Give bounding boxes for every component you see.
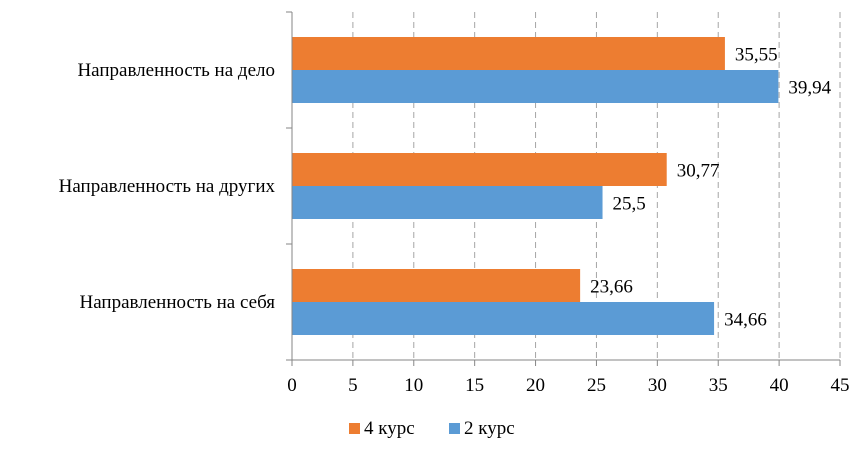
legend-swatch: [349, 423, 360, 434]
x-tick-label: 20: [526, 375, 545, 396]
data-label: 39,94: [788, 78, 831, 99]
bars: [292, 37, 779, 335]
legend-label: 4 курс: [364, 418, 415, 439]
bar-series-1: [292, 153, 667, 186]
bar-series-1: [292, 269, 581, 302]
data-labels: 35,55 39,94 30,77 25,5 23,66 34,66: [590, 45, 832, 331]
category-label: Направленность на дело: [77, 60, 275, 81]
bar-series-2: [292, 302, 715, 335]
legend-label: 2 курс: [464, 418, 515, 439]
x-tick-label: 30: [648, 375, 667, 396]
category-label: Направленность на других: [59, 176, 276, 197]
data-label: 23,66: [590, 277, 633, 298]
x-tick-label: 40: [770, 375, 789, 396]
x-tick-label: 45: [831, 375, 850, 396]
data-label: 34,66: [724, 310, 767, 331]
category-labels: Направленность на дело Направленность на …: [59, 60, 276, 313]
legend: 4 курс 2 курс: [349, 418, 515, 439]
data-label: 35,55: [735, 45, 778, 66]
x-tick-label: 10: [404, 375, 423, 396]
bar-series-1: [292, 37, 725, 70]
category-label: Направленность на себя: [80, 292, 276, 313]
bar-series-2: [292, 186, 603, 219]
bar-series-2: [292, 70, 779, 103]
x-tick-label: 5: [348, 375, 358, 396]
legend-swatch: [449, 423, 460, 434]
x-tick-label: 15: [465, 375, 484, 396]
data-label: 30,77: [677, 161, 720, 182]
data-label: 25,5: [613, 194, 646, 215]
x-tick-label: 35: [709, 375, 728, 396]
x-tick-labels: 0 5 10 15 20 25 30 35 40 45: [287, 375, 849, 396]
axes: [286, 11, 841, 366]
x-tick-label: 0: [287, 375, 297, 396]
x-tick-label: 25: [587, 375, 606, 396]
